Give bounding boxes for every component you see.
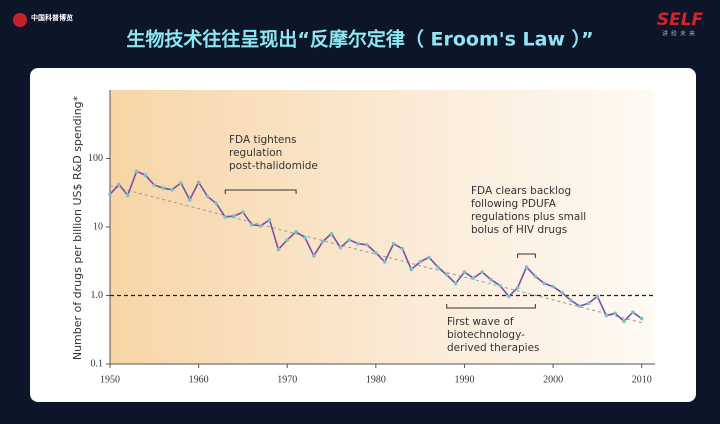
plot-area (110, 90, 655, 364)
point (196, 180, 201, 185)
point (365, 242, 369, 247)
annotation: biotechnology- (447, 329, 525, 341)
point (258, 224, 263, 228)
x-tick-label: 2010 (632, 374, 652, 385)
point (356, 241, 360, 246)
trend-line (109, 185, 642, 324)
annotation-bracket (224, 189, 297, 194)
right-logo: SELF (657, 10, 704, 30)
y-axis-label: Number of drugs per billion US$ R&D spen… (71, 95, 84, 360)
y-tick-label: 100 (88, 153, 103, 164)
point (152, 183, 157, 187)
x-tick-label: 1970 (277, 374, 297, 385)
point (471, 276, 476, 280)
point (276, 247, 281, 252)
point (143, 173, 148, 178)
x-tick-label: 1950 (100, 374, 120, 385)
point (586, 301, 591, 306)
point (312, 253, 316, 258)
annotation: derived therapies (447, 342, 540, 354)
point (515, 285, 520, 290)
left-logo: 中国科普博览 (31, 13, 73, 22)
point (108, 192, 112, 197)
point (498, 283, 502, 288)
point (418, 260, 422, 264)
point (125, 193, 130, 198)
point (569, 298, 573, 303)
point (303, 235, 307, 240)
point (453, 281, 458, 286)
point (489, 277, 493, 282)
y-tick-label: 0.1 (91, 358, 104, 369)
point (117, 182, 121, 187)
point (382, 260, 387, 264)
point (329, 231, 334, 236)
annotation: bolus of HIV drugs (471, 224, 567, 236)
annotation: regulation (229, 147, 282, 159)
point (524, 265, 529, 269)
point (170, 187, 174, 192)
annotation-bracket (446, 304, 536, 309)
point (187, 197, 192, 202)
point (542, 281, 547, 286)
point (560, 290, 564, 295)
annotation-bracket (517, 253, 536, 258)
point (595, 294, 600, 299)
point (613, 311, 617, 316)
point (374, 251, 378, 255)
point (622, 319, 626, 324)
annotation: regulations plus small (471, 211, 586, 223)
y-tick-label: 1.0 (91, 290, 104, 301)
point (577, 304, 582, 308)
point (267, 218, 272, 222)
right-tagline: 讲给未来 (662, 30, 698, 38)
slide-title: 生物技术往往呈现出“反摩尔定律（ Eroom's Law ）” (126, 28, 593, 51)
point (285, 238, 290, 242)
point (533, 274, 538, 279)
point (480, 270, 484, 274)
annotation: FDA clears backlog (471, 185, 571, 197)
point (161, 186, 165, 190)
point (400, 247, 405, 251)
point (551, 284, 555, 289)
annotation: FDA tightens (229, 134, 297, 146)
point (427, 255, 431, 260)
point (179, 181, 183, 185)
point (338, 245, 343, 250)
x-tick-label: 2000 (543, 374, 563, 385)
logo-icon (13, 13, 27, 27)
point (294, 230, 298, 234)
point (223, 215, 228, 219)
point (631, 310, 635, 315)
point (214, 201, 219, 206)
point (134, 169, 139, 174)
point (462, 270, 467, 274)
point (391, 241, 396, 246)
point (506, 294, 511, 299)
annotation: following PDUFA (471, 198, 557, 210)
point (232, 214, 236, 218)
annotation: First wave of (447, 316, 514, 328)
point (409, 267, 414, 272)
point (436, 265, 440, 269)
x-tick-label: 1960 (189, 374, 209, 385)
point (639, 316, 644, 321)
point (347, 238, 352, 242)
point (249, 222, 254, 227)
point (604, 313, 609, 318)
y-tick-label: 10 (93, 221, 103, 232)
point (205, 194, 210, 199)
point (444, 273, 449, 277)
x-tick-label: 1980 (366, 374, 386, 385)
point (320, 239, 325, 244)
point (241, 210, 245, 214)
x-tick-label: 1990 (454, 374, 474, 385)
annotation: post-thalidomide (229, 160, 318, 172)
